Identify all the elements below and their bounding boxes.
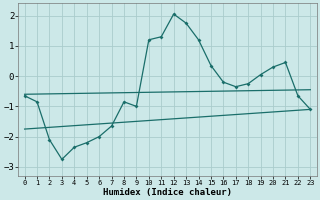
X-axis label: Humidex (Indice chaleur): Humidex (Indice chaleur) [103, 188, 232, 197]
